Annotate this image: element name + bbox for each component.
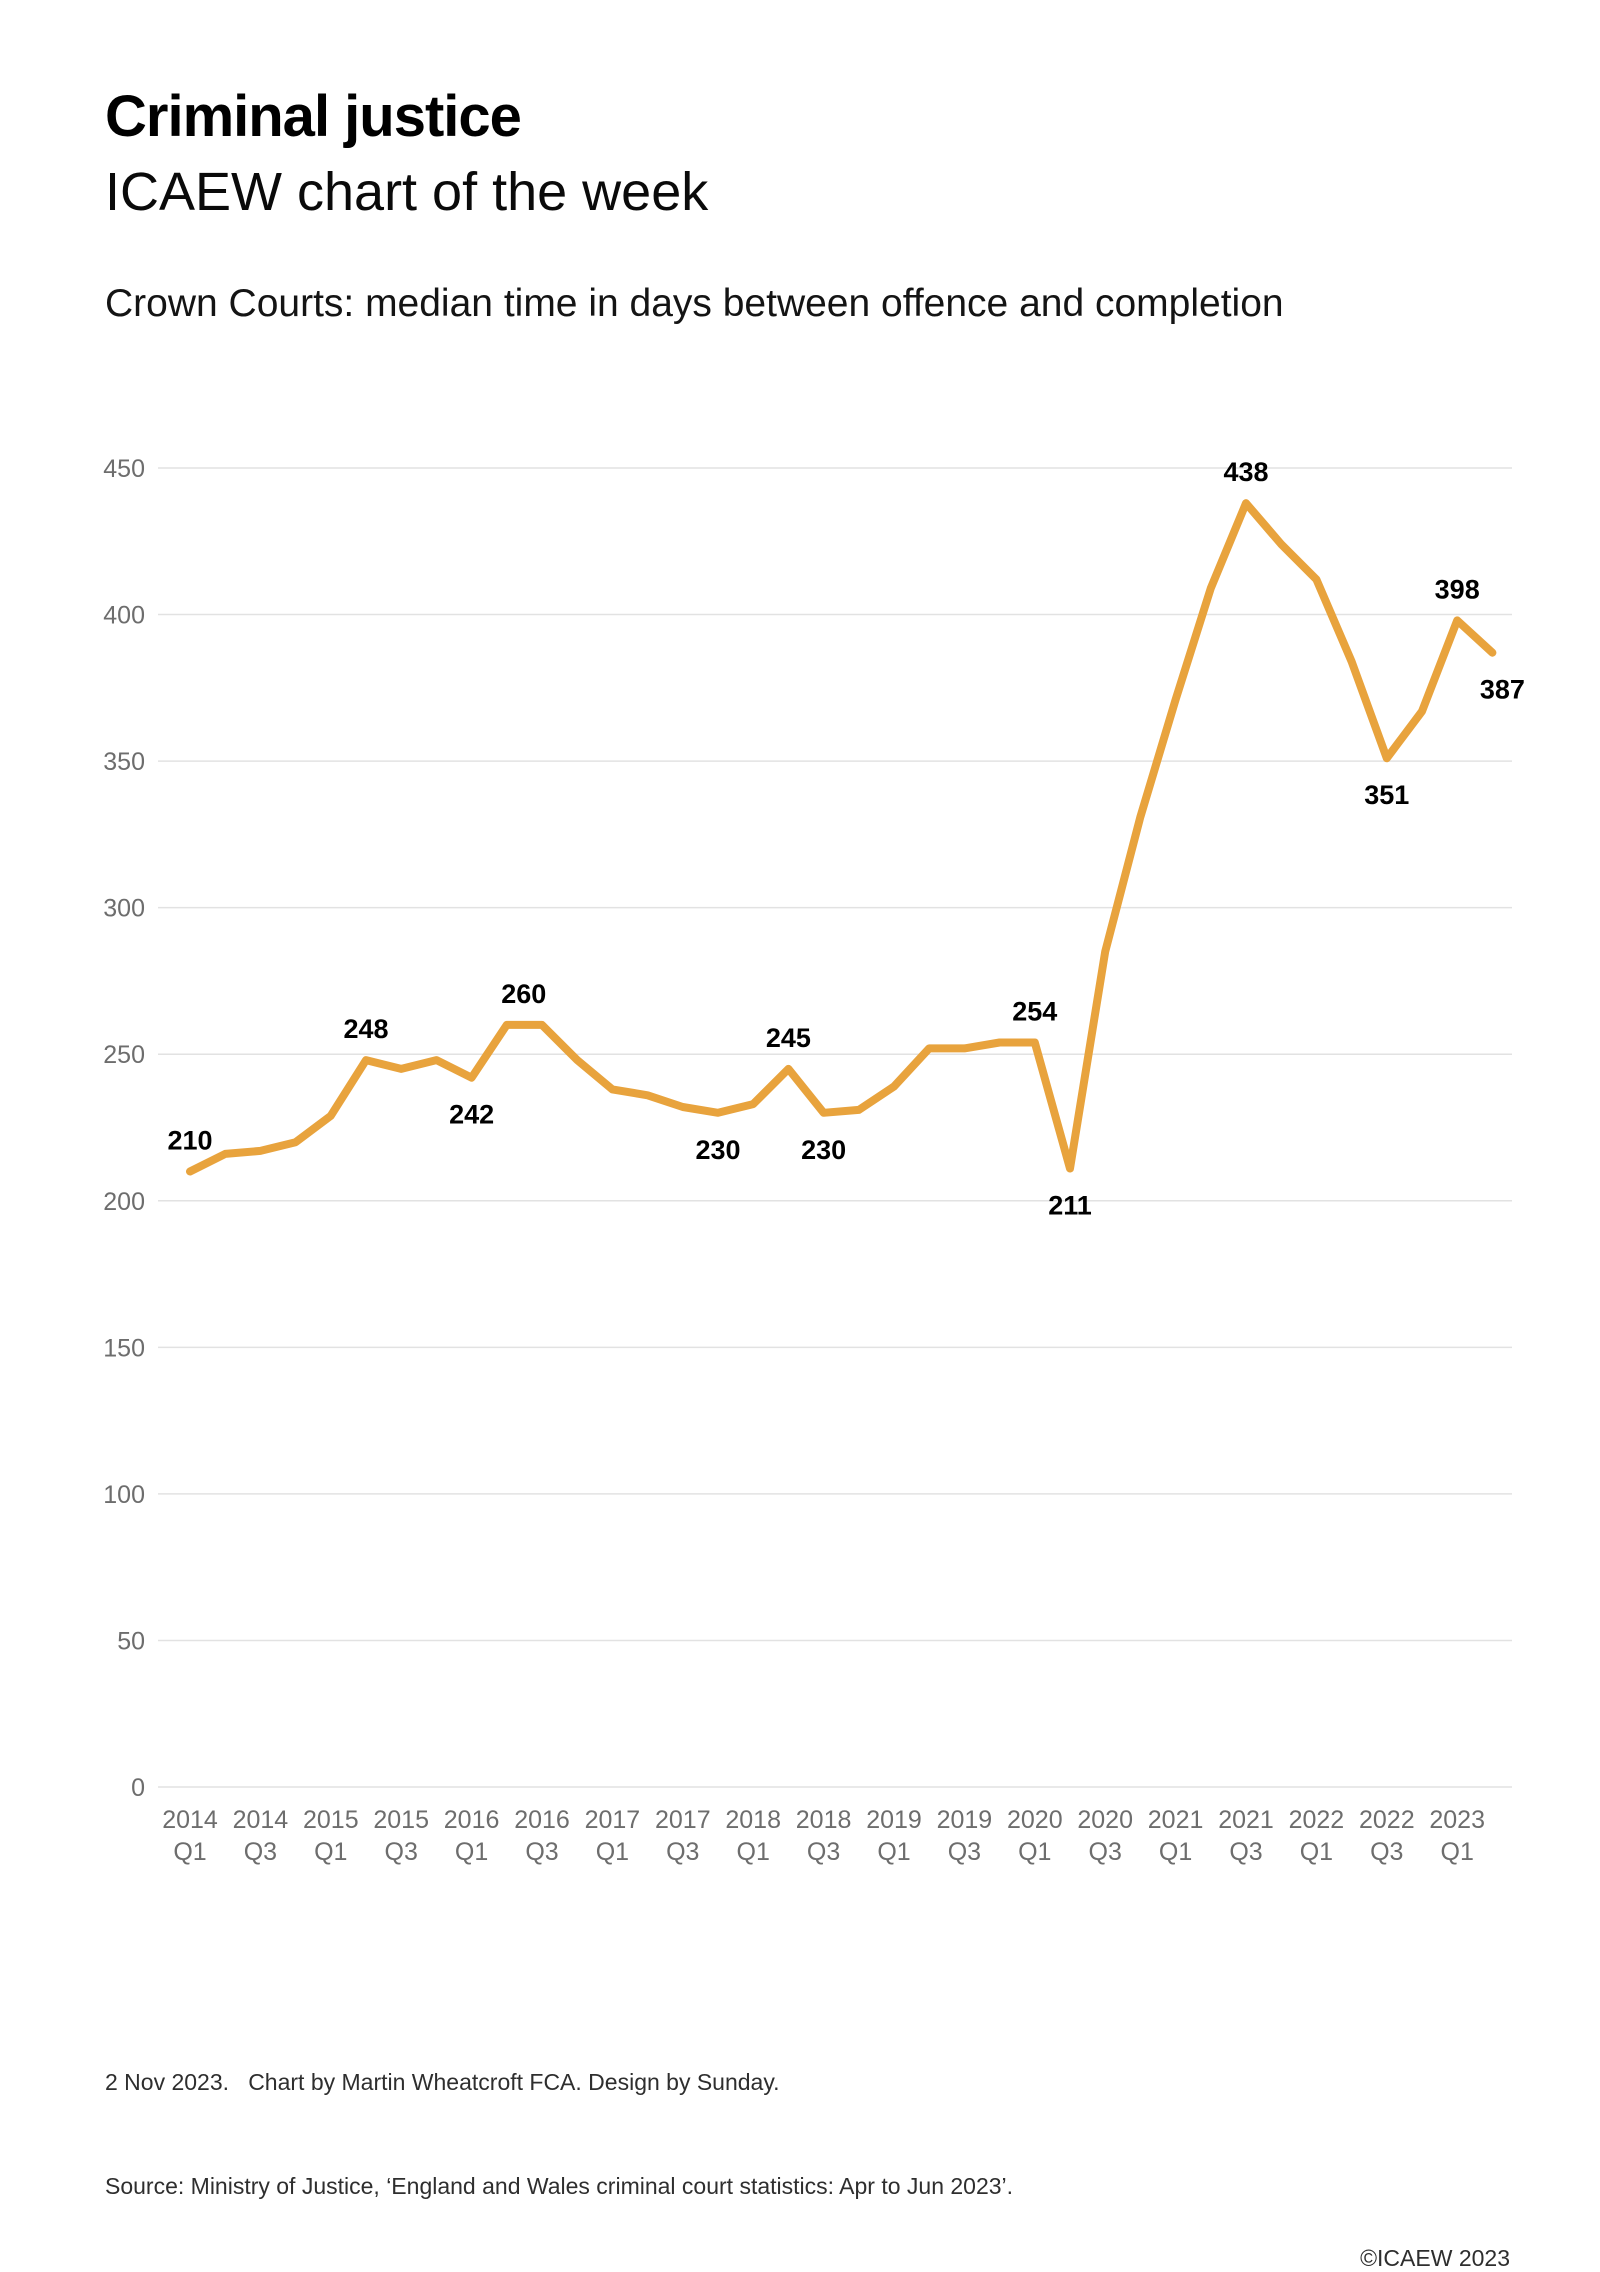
gridlines: [158, 467, 1512, 1788]
copyright: ©ICAEW 2023: [1360, 2245, 1510, 2271]
x-axis-label: 2020 Q1: [1007, 1806, 1063, 1866]
x-axis-label: 2014 Q1: [162, 1806, 218, 1866]
data-point-label: 210: [167, 1125, 212, 1155]
y-axis-label: 450: [103, 455, 145, 483]
x-axis-label: 2019 Q3: [937, 1806, 993, 1866]
credit-line: 2 Nov 2023. Chart by Martin Wheatcroft F…: [105, 2069, 780, 2095]
y-axis-label: 0: [131, 1774, 145, 1802]
data-point-label: 398: [1435, 574, 1480, 604]
x-axis-label: 2016 Q1: [444, 1806, 500, 1866]
y-axis-labels: 0 50 100 150 200 250 300 350 400 450: [103, 455, 145, 1802]
y-axis-label: 50: [117, 1627, 145, 1655]
data-line: [186, 499, 1497, 1176]
data-point-labels: 210 248 242 260 230 245 230 254 211 438 351 398 387: [167, 457, 1524, 1220]
x-axis-label: 2020 Q3: [1077, 1806, 1133, 1866]
data-point-label: 260: [501, 979, 546, 1009]
x-axis-label: 2016 Q3: [514, 1806, 570, 1866]
source-line: Source: Ministry of Justice, ‘England an…: [105, 2172, 1014, 2199]
data-point-label: 254: [1012, 996, 1057, 1026]
data-point-label: 245: [766, 1023, 811, 1053]
y-axis-label: 400: [103, 602, 145, 630]
y-axis-label: 150: [103, 1334, 145, 1362]
data-point-label: 230: [801, 1135, 846, 1165]
x-axis-label: 2022 Q1: [1289, 1806, 1345, 1866]
data-point-label: 387: [1480, 675, 1525, 705]
page-title: Criminal justice: [105, 84, 522, 149]
footer-credits: 2 Nov 2023. Chart by Martin Wheatcroft F…: [105, 1996, 1013, 2272]
data-point-label: 351: [1364, 780, 1409, 810]
x-axis-label: 2014 Q3: [233, 1806, 289, 1866]
data-point-label: 211: [1048, 1191, 1092, 1221]
header: Criminal justice ICAEW chart of the week…: [105, 84, 1284, 326]
x-axis-label: 2022 Q3: [1359, 1806, 1415, 1866]
x-axis-label: 2017 Q3: [655, 1806, 711, 1866]
y-axis-label: 200: [103, 1188, 145, 1216]
x-axis-label: 2018 Q1: [725, 1806, 781, 1866]
x-axis-label: 2015 Q3: [373, 1806, 429, 1866]
chart-title: Crown Courts: median time in days betwee…: [105, 282, 1284, 326]
x-axis-label: 2018 Q3: [796, 1806, 852, 1866]
page-subtitle: ICAEW chart of the week: [105, 161, 709, 222]
data-point-label: 242: [449, 1100, 494, 1130]
footer: 2 Nov 2023. Chart by Martin Wheatcroft F…: [105, 1996, 1510, 2272]
x-axis-label: 2015 Q1: [303, 1806, 359, 1866]
y-axis-label: 250: [103, 1041, 145, 1069]
x-axis-label: 2019 Q1: [866, 1806, 922, 1866]
y-axis-label: 350: [103, 748, 145, 776]
y-axis-label: 300: [103, 895, 145, 923]
x-axis-label: 2021 Q1: [1148, 1806, 1204, 1866]
data-point-label: 248: [343, 1014, 388, 1044]
line-chart: 0 50 100 150 200 250 300 350 400 450 2014 Q1 2014 Q3 2…: [0, 440, 1600, 1900]
x-axis-label: 2023 Q1: [1429, 1806, 1485, 1866]
x-axis-label: 2021 Q3: [1218, 1806, 1274, 1866]
data-point-label: 438: [1223, 457, 1268, 487]
x-axis-label: 2017 Q1: [585, 1806, 641, 1866]
data-point-label: 230: [695, 1135, 740, 1165]
y-axis-label: 100: [103, 1481, 145, 1509]
